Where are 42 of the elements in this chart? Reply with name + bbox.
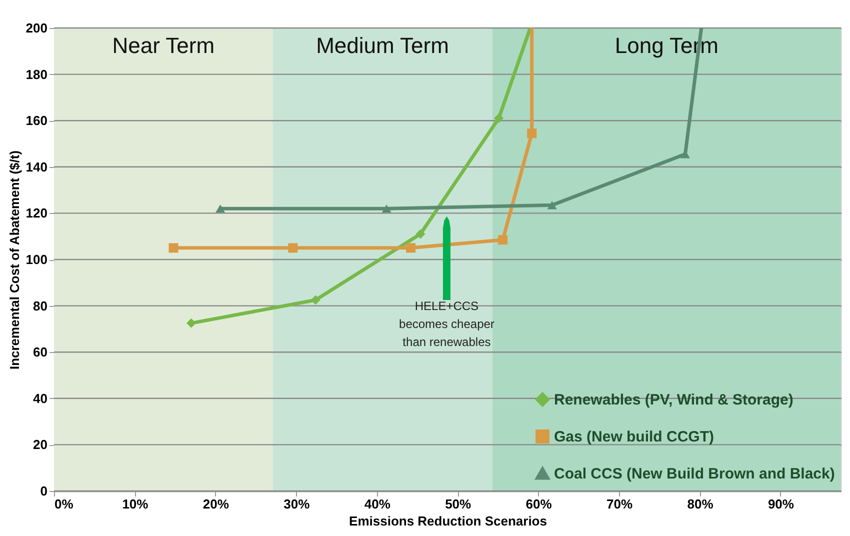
- point: [382, 204, 392, 213]
- point: [527, 128, 537, 138]
- y-tick-label: 160: [26, 113, 48, 128]
- y-tick-label: 100: [26, 252, 48, 267]
- y-tick-label: 0: [40, 484, 48, 498]
- legend-label: Gas (New build CCGT): [554, 428, 714, 446]
- x-tick-label: 40%: [364, 496, 391, 512]
- x-tick-label: 80%: [687, 496, 714, 512]
- y-tick-label: 40: [33, 390, 48, 406]
- y-tick-label: 20: [33, 437, 48, 452]
- y-tick-label: 80: [33, 298, 48, 314]
- point: [186, 318, 196, 328]
- y-tick-label: 120: [26, 206, 48, 221]
- point: [288, 243, 298, 253]
- x-tick-label: 10%: [122, 496, 149, 512]
- x-tick-label: 90%: [768, 496, 794, 512]
- y-axis-title: Incremental Cost of Abatement ($/t): [6, 150, 22, 370]
- point: [498, 235, 508, 245]
- point: [310, 295, 320, 305]
- x-tick-label: 30%: [284, 496, 310, 512]
- legend-label: Renewables (PV, Wind & Storage): [554, 392, 794, 408]
- point: [216, 204, 226, 213]
- point: [494, 114, 504, 124]
- point: [406, 243, 416, 253]
- band-label: Long Term: [614, 33, 718, 58]
- point: [168, 243, 178, 253]
- legend-label: Coal CCS (New Build Brown and Black): [554, 466, 835, 482]
- point: [416, 229, 426, 239]
- band-label: Medium Term: [316, 33, 449, 58]
- y-tick-label: 180: [26, 66, 48, 82]
- annotation: HELE+CCS becomes cheaper than renewables: [399, 299, 494, 350]
- x-tick-label: 20%: [202, 496, 230, 512]
- y-tick-label: 200: [26, 20, 48, 36]
- y-tick-label: 60: [33, 344, 48, 360]
- band-label: Near Term: [112, 33, 215, 58]
- x-tick-label: 60%: [526, 496, 552, 512]
- x-tick-label: 70%: [606, 496, 633, 512]
- x-axis-title: Emissions Reduction Scenarios: [349, 514, 547, 528]
- x-tick-label: 0%: [54, 496, 74, 512]
- y-tick-label: 140: [26, 159, 48, 174]
- x-tick-label: 50%: [445, 496, 472, 512]
- point: [547, 200, 557, 210]
